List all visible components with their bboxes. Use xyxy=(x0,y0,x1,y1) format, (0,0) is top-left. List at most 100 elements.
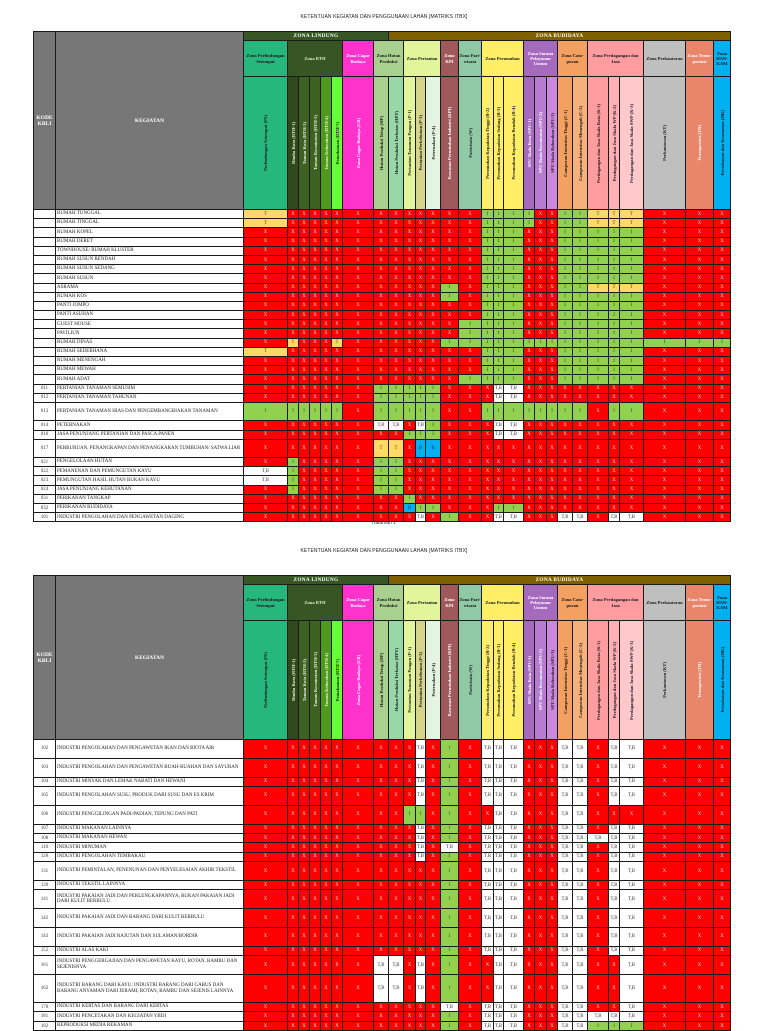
permission-cell: I xyxy=(619,300,644,312)
permission-cell: I xyxy=(440,832,459,844)
permission-cell: X xyxy=(458,832,482,844)
permission-cell: X xyxy=(685,218,714,229)
permission-cell: X xyxy=(320,365,332,376)
kbli-code xyxy=(33,254,56,266)
permission-cell: X xyxy=(320,889,332,910)
permission-cell: X xyxy=(523,392,535,403)
permission-cell: X xyxy=(403,438,416,459)
permission-cell: X xyxy=(587,401,609,422)
permission-cell: X xyxy=(546,355,558,367)
permission-cell: X xyxy=(534,245,547,256)
permission-cell: X xyxy=(287,861,299,881)
permission-cell: X xyxy=(415,218,426,229)
permission-cell: X xyxy=(298,955,310,975)
permission-cell: X xyxy=(685,254,714,266)
permission-cell: I xyxy=(388,401,404,422)
permission-cell: T,B xyxy=(572,842,588,853)
permission-cell: X xyxy=(458,776,482,788)
permission-cell: X xyxy=(415,1002,426,1013)
permission-cell: X xyxy=(713,475,731,486)
permission-cell: X xyxy=(425,785,441,806)
permission-cell: X xyxy=(685,493,714,505)
permission-cell: I xyxy=(440,955,459,975)
permission-cell: X xyxy=(342,319,374,330)
permission-cell: X xyxy=(643,383,686,394)
activity-name: INDUSTRI BARANG DARI KAYU; INDUSTRI BARA… xyxy=(55,973,244,1004)
permission-cell: T,B xyxy=(481,908,494,928)
activity-name: PANTI ASUHAN xyxy=(55,310,244,321)
activity-name: RUMAH MEWAH xyxy=(55,365,244,376)
permission-cell: X xyxy=(425,374,441,385)
permission-cell: I xyxy=(403,401,416,422)
permission-cell: X xyxy=(481,457,494,468)
permission-cell: I xyxy=(493,374,504,385)
permission-cell: X xyxy=(685,475,714,486)
permission-cell: X xyxy=(287,889,299,910)
permission-cell: X xyxy=(320,466,332,477)
permission-cell: X xyxy=(320,1002,332,1013)
permission-cell: T,B xyxy=(481,785,494,806)
kbli-code: 108 xyxy=(33,832,56,844)
permission-cell: X xyxy=(546,493,558,505)
permission-cell: X xyxy=(523,282,535,293)
permission-cell: X xyxy=(523,484,535,495)
permission-cell: I xyxy=(546,337,558,348)
permission-cell: X xyxy=(373,851,389,863)
permission-cell: X xyxy=(373,804,389,825)
permission-cell: X xyxy=(309,842,321,853)
permission-cell: X xyxy=(713,739,731,759)
subzone-label: Perdagangan dan Jasa Skala Kota (K-1) xyxy=(595,640,601,720)
permission-cell: T,B xyxy=(481,823,494,834)
permission-cell: X xyxy=(685,208,714,220)
permission-cell: X xyxy=(685,236,714,247)
zone-group-header: ZONA LINDUNG xyxy=(243,575,389,585)
kbli-code: 120 xyxy=(33,851,56,863)
permission-cell: X xyxy=(534,945,547,957)
permission-cell: X xyxy=(388,227,404,238)
permission-cell: X xyxy=(458,457,482,468)
table-row: PANTI JOMPO X X X X X X X X X X X X X X I I I X X X I I I I I X X X xyxy=(33,300,731,312)
zone-header: Zona KPI xyxy=(440,584,459,621)
permission-cell: T,B xyxy=(503,973,524,1004)
permission-cell: T,B xyxy=(503,889,524,910)
permission-cell: I xyxy=(557,374,573,385)
permission-cell: T,B xyxy=(619,945,644,957)
permission-cell: I xyxy=(587,264,609,275)
permission-cell: X xyxy=(587,955,609,975)
permission-cell: X xyxy=(608,438,620,459)
permission-cell: T,B xyxy=(557,908,573,928)
permission-cell: X xyxy=(373,355,389,367)
permission-cell: I xyxy=(503,401,524,422)
permission-cell: X xyxy=(481,429,494,440)
permission-cell: I xyxy=(481,346,494,358)
permission-cell: X xyxy=(309,484,321,495)
permission-cell: X xyxy=(425,365,441,376)
permission-cell: I xyxy=(493,227,504,238)
permission-cell: I xyxy=(388,475,404,486)
permission-cell: X xyxy=(415,328,426,339)
permission-cell: I xyxy=(608,300,620,312)
permission-cell: X xyxy=(608,804,620,825)
permission-cell: T,B xyxy=(557,823,573,834)
permission-cell: X xyxy=(342,757,374,778)
subzone-header: Rimba Kota (RTH-1) xyxy=(287,76,299,210)
permission-cell: I xyxy=(572,300,588,312)
permission-cell: X xyxy=(243,973,288,1004)
permission-cell: X xyxy=(713,319,731,330)
permission-cell: X xyxy=(572,466,588,477)
subzone-header: Transportasi (TR) xyxy=(685,76,714,210)
permission-cell: X xyxy=(373,218,389,229)
permission-cell: T,B xyxy=(608,785,620,806)
subzone-header: Perumahan Kepadatan Rendah (R-4) xyxy=(503,76,524,210)
subzone-label: Zona Cagar Budaya (CB) xyxy=(355,117,361,169)
permission-cell: X xyxy=(440,300,459,312)
permission-cell: T,B xyxy=(608,832,620,844)
permission-cell: X xyxy=(523,227,535,238)
permission-cell: X xyxy=(320,355,332,367)
permission-cell: X xyxy=(685,889,714,910)
subzone-row: Perlindungan Setempat (PS) Rimba Kota (RT… xyxy=(34,620,731,740)
permission-cell: X xyxy=(331,227,343,238)
permission-cell: I xyxy=(572,374,588,385)
table-row: RUMAH SUSUN RENDAH X X X X X X X X X X X X X X I I I X X X I I… xyxy=(33,254,731,266)
zone-group-header: ZONA LINDUNG xyxy=(243,31,389,41)
